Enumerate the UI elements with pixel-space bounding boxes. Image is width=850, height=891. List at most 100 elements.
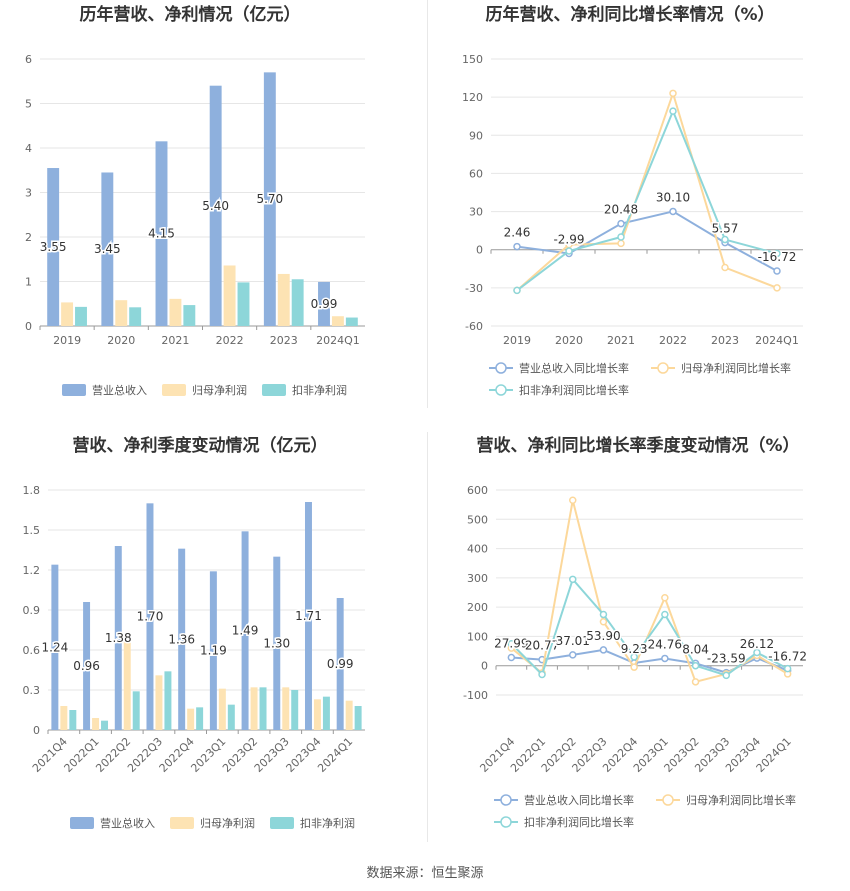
quarter-bar-data-label: 1.30 [263, 636, 290, 650]
annual-bar-bar-deducted-profit [129, 307, 142, 326]
quarter-line-data-label: 20.77 [525, 639, 559, 653]
quarter-line-legend-marker [500, 816, 512, 828]
quarter-line-data-label: 26.12 [740, 637, 774, 651]
annual-bar-legend-swatch [62, 384, 86, 396]
annual-line-data-label: 30.10 [656, 190, 690, 204]
annual-bar-xtick-label: 2020 [107, 334, 135, 347]
annual-bar-ytick: 1 [25, 276, 32, 289]
quarter-bar-bar-revenue [304, 502, 312, 730]
annual-line-point-2 [669, 107, 677, 115]
quarter-bar-ytick: 1.8 [23, 484, 41, 497]
quarter-line-ytick: 300 [467, 572, 488, 585]
quarter-bar-legend-swatch [270, 817, 294, 829]
annual-bar-title: 历年营收、净利情况（亿元） [80, 4, 301, 25]
annual-line-xtick-label: 2020 [555, 334, 583, 347]
annual-bar-legend-label: 营业总收入 [92, 383, 147, 397]
annual-line-data-label: 5.57 [712, 222, 739, 236]
quarter-bar-ytick: 1.5 [23, 524, 41, 537]
quarter-bar-ytick: 0.9 [23, 604, 41, 617]
annual-bar-bar-revenue [47, 168, 60, 326]
quarter-bar-bar-net-profit [92, 718, 100, 730]
charts-canvas: 历年营收、净利情况（亿元） 0 1 2 3 4 5 6 2019 2020 2021 2022 2023… [23, 4, 809, 830]
quarter-bar-bar-net-profit [60, 706, 68, 730]
annual-line-series-line-2 [516, 108, 778, 292]
annual-line-ytick: 60 [469, 167, 483, 180]
annual-bar-bar-net-profit [115, 300, 128, 326]
quarter-bar-bar-deducted-profit [196, 707, 204, 730]
annual-line-ytick: 30 [469, 206, 483, 219]
annual-bar-bar-revenue [155, 141, 168, 326]
quarter-line-legend-label: 归母净利润同比增长率 [686, 793, 796, 807]
annual-bar-xtick-label: 2022 [216, 334, 244, 347]
annual-line-point-2 [773, 249, 781, 258]
quarter-line-data-label: 8.04 [682, 642, 709, 656]
quarter-line-point-2 [569, 575, 577, 584]
quarter-bar-bar-revenue [51, 564, 59, 730]
quarter-line-ytick: 400 [467, 543, 488, 556]
quarter-bar-data-label: 1.38 [105, 631, 132, 645]
quarter-bar-bar-revenue [209, 571, 217, 730]
annual-line-point-2 [513, 286, 521, 295]
quarter-bar-bar-revenue [336, 598, 344, 730]
annual-bar-bar-deducted-profit [183, 305, 196, 326]
annual-line-point-1 [721, 263, 729, 272]
annual-bar-ytick: 5 [25, 98, 32, 111]
annual-bar-bar-net-profit [223, 265, 236, 326]
annual-bar-ytick: 6 [25, 53, 32, 66]
quarter-bar-bar-net-profit [282, 687, 290, 730]
annual-bar-bar-revenue [318, 281, 330, 326]
annual-bar-data-label: 3.55 [40, 240, 67, 254]
annual-bar-data-label: 5.70 [256, 192, 283, 206]
quarter-bar-bar-deducted-profit [322, 696, 330, 730]
annual-bar-data-label: 3.45 [94, 242, 121, 256]
quarter-line-point-0 [661, 654, 669, 663]
quarter-bar-data-label: 1.70 [137, 610, 164, 624]
annual-bar-xtick-label: 2021 [161, 334, 189, 347]
quarter-line-ytick: 0 [481, 660, 488, 673]
annual-line-legend-label: 营业总收入同比增长率 [519, 361, 629, 375]
annual-bar-bar-revenue [263, 72, 276, 326]
quarter-bar-xtick-label: 2024Q1 [315, 735, 355, 775]
quarter-line-point-1 [569, 496, 577, 504]
annual-bar-ytick: 2 [25, 231, 32, 244]
quarter-line-point-0 [507, 653, 516, 662]
quarter-bar-bar-deducted-profit [164, 671, 172, 730]
quarter-bar-bar-net-profit [345, 700, 353, 730]
quarter-bar-ytick: 1.2 [23, 564, 41, 577]
quarter-bar-data-label: 0.96 [73, 659, 100, 673]
quarter-bar-bar-revenue [83, 602, 91, 730]
quarter-bar-bar-net-profit [313, 699, 321, 730]
annual-line-data-label: -2.99 [553, 233, 584, 247]
quarter-line-point-2 [783, 664, 792, 673]
annual-line-ytick: 0 [476, 244, 483, 257]
quarter-line-series-line-1 [510, 500, 789, 684]
annual-line-point-0 [669, 207, 677, 216]
quarter-line-data-label: 24.76 [648, 637, 682, 651]
annual-bar-bar-revenue [209, 85, 222, 326]
divider-bottom [427, 432, 428, 842]
annual-bar-legend-swatch [162, 384, 186, 396]
annual-line-point-2 [617, 233, 625, 241]
quarter-line-ytick: 500 [467, 513, 488, 526]
annual-line-xtick-label: 2019 [503, 334, 531, 347]
quarter-bar-legend-label: 扣非净利润 [300, 816, 355, 830]
quarter-bar-bar-deducted-profit [101, 720, 109, 730]
quarter-line-data-label: 9.23 [621, 642, 648, 656]
quarter-bar-legend-swatch [70, 817, 94, 829]
quarter-line-point-2 [599, 610, 608, 619]
quarter-line-ytick: 200 [467, 601, 488, 614]
quarter-line-point-2 [691, 661, 700, 670]
quarter-line-point-0 [569, 651, 577, 659]
annual-bar-bar-deducted-profit [345, 317, 358, 326]
quarter-line-data-label: 27.99 [494, 637, 528, 651]
annual-bar-legend-label: 归母净利润 [192, 383, 247, 397]
quarter-bar-data-label: 1.19 [200, 644, 227, 658]
quarter-bar-bar-deducted-profit [291, 690, 299, 730]
quarter-line-title: 营收、净利同比增长率季度变动情况（%） [476, 435, 799, 456]
quarter-line-point-2 [538, 670, 546, 679]
quarter-bar-legend-label: 归母净利润 [200, 816, 255, 830]
annual-line-legend-marker [657, 362, 669, 374]
quarter-bar-bar-net-profit [123, 642, 131, 730]
annual-line-point-0 [617, 219, 625, 228]
quarter-line-data-label: -16.72 [768, 650, 807, 664]
